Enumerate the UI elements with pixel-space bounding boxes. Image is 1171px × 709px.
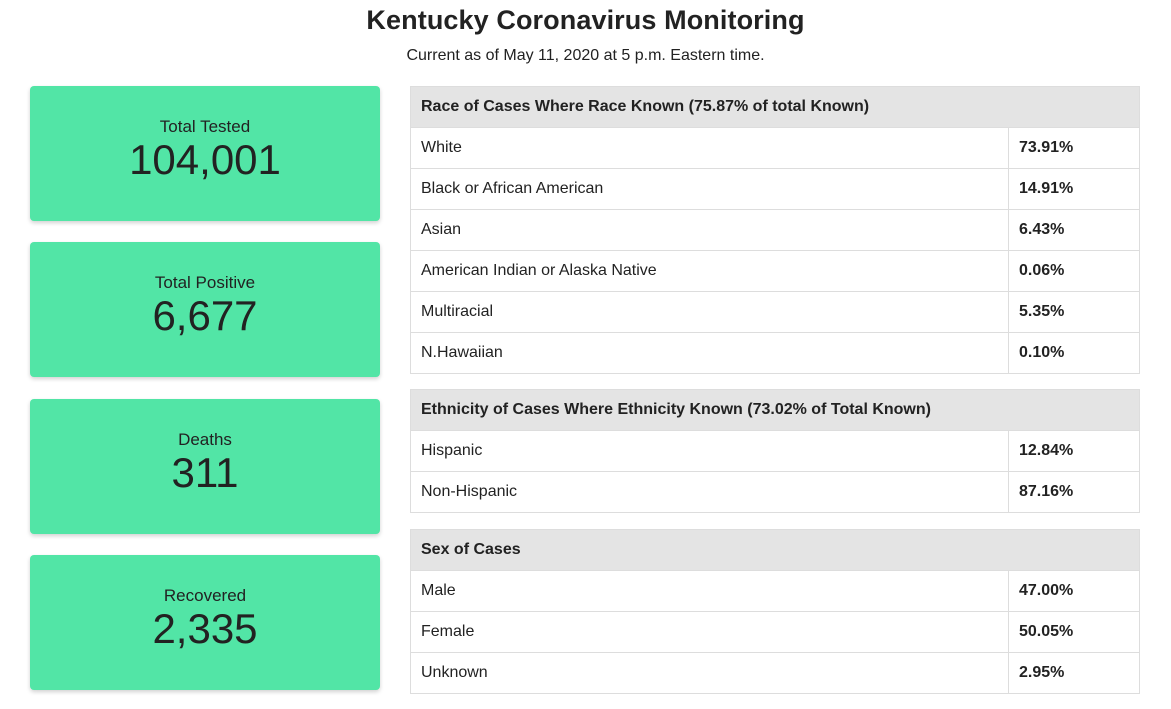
- table-row: Male 47.00%: [411, 571, 1139, 611]
- stat-value: 6,677: [152, 292, 258, 339]
- table-row: Hispanic 12.84%: [411, 431, 1139, 471]
- table-header: Race of Cases Where Race Known (75.87% o…: [411, 87, 1139, 128]
- table-row: Unknown 2.95%: [411, 652, 1139, 693]
- row-value: 6.43%: [1019, 221, 1065, 238]
- table-header: Sex of Cases: [411, 530, 1139, 571]
- row-label: American Indian or Alaska Native: [411, 251, 1009, 291]
- row-label: Non-Hispanic: [411, 472, 1009, 512]
- row-value: 50.05%: [1019, 623, 1074, 640]
- row-value: 5.35%: [1019, 303, 1065, 320]
- page-subtitle: Current as of May 11, 2020 at 5 p.m. Eas…: [406, 47, 765, 64]
- page-title: Kentucky Coronavirus Monitoring: [366, 5, 805, 35]
- stat-value: 104,001: [129, 136, 281, 183]
- stat-card-recovered: Recovered 2,335: [30, 555, 380, 690]
- table-row: Asian 6.43%: [411, 209, 1139, 250]
- row-label: Female: [411, 612, 1009, 652]
- row-value: 12.84%: [1019, 442, 1074, 459]
- row-value: 73.91%: [1019, 139, 1074, 156]
- table-row: Female 50.05%: [411, 611, 1139, 652]
- row-label: Asian: [411, 210, 1009, 250]
- stat-card-deaths: Deaths 311: [30, 399, 380, 534]
- stat-label: Recovered: [163, 586, 247, 605]
- stat-card-total-positive: Total Positive 6,677: [30, 242, 380, 377]
- row-label: Black or African American: [411, 169, 1009, 209]
- row-label: White: [411, 128, 1009, 168]
- row-value: 0.10%: [1019, 344, 1065, 361]
- row-label: Male: [411, 571, 1009, 611]
- table-row: Black or African American 14.91%: [411, 168, 1139, 209]
- row-value: 0.06%: [1019, 262, 1065, 279]
- table-header: Ethnicity of Cases Where Ethnicity Known…: [411, 390, 1139, 431]
- row-value: 87.16%: [1019, 483, 1074, 500]
- stat-value: 2,335: [152, 605, 258, 652]
- table-row: American Indian or Alaska Native 0.06%: [411, 250, 1139, 291]
- row-label: Multiracial: [411, 292, 1009, 332]
- row-value: 47.00%: [1019, 582, 1074, 599]
- table-row: N.Hawaiian 0.10%: [411, 332, 1139, 373]
- row-label: Hispanic: [411, 431, 1009, 471]
- row-label: Unknown: [411, 653, 1009, 693]
- table-row: White 73.91%: [411, 128, 1139, 168]
- sex-table: Sex of Cases Male 47.00% Female 50.05% U…: [410, 529, 1140, 694]
- race-table: Race of Cases Where Race Known (75.87% o…: [410, 86, 1140, 374]
- row-label: N.Hawaiian: [411, 333, 1009, 373]
- table-row: Non-Hispanic 87.16%: [411, 471, 1139, 512]
- stat-card-total-tested: Total Tested 104,001: [30, 86, 380, 221]
- stat-label: Total Tested: [159, 117, 251, 136]
- stat-label: Deaths: [178, 430, 232, 449]
- ethnicity-table: Ethnicity of Cases Where Ethnicity Known…: [410, 389, 1140, 513]
- row-value: 14.91%: [1019, 180, 1074, 197]
- stat-label: Total Positive: [154, 273, 256, 292]
- row-value: 2.95%: [1019, 664, 1065, 681]
- stat-value: 311: [171, 449, 239, 496]
- table-row: Multiracial 5.35%: [411, 291, 1139, 332]
